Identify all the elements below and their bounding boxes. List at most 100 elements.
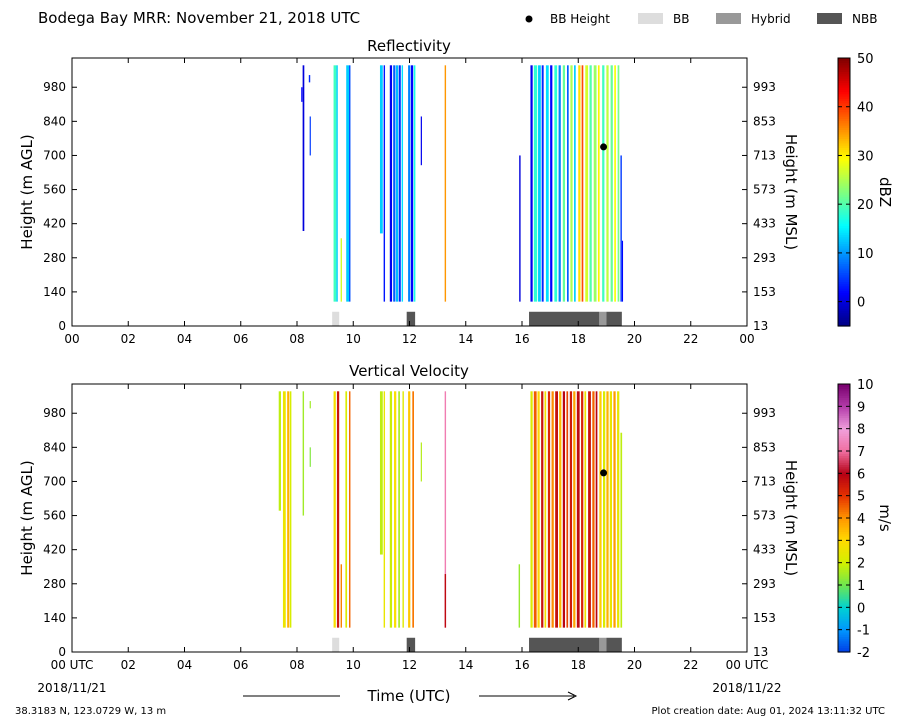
data-streak — [336, 391, 340, 628]
colorbar-segment — [838, 607, 850, 611]
colorbar-segment — [838, 643, 850, 646]
data-streak — [379, 65, 383, 234]
data-streak — [309, 447, 311, 467]
colorbar-segment — [838, 549, 850, 553]
y-tick-label: 140 — [43, 611, 66, 625]
colorbar-segment — [838, 279, 850, 282]
colorbar-segment — [838, 551, 850, 555]
colorbar-segment — [838, 437, 850, 441]
colorbar-segment — [838, 102, 850, 106]
data-streak — [345, 391, 348, 628]
data-streak — [573, 391, 576, 628]
colorbar-segment — [838, 75, 850, 79]
colorbar-tick-label: 0 — [857, 601, 865, 616]
x-tick-label: 16 — [514, 658, 529, 672]
colorbar-segment — [838, 562, 850, 566]
data-streak — [413, 65, 416, 302]
colorbar-segment — [838, 444, 850, 448]
colorbar-segment — [838, 234, 850, 238]
y-tick-label-right: 713 — [753, 148, 776, 162]
colorbar-segment — [838, 410, 850, 414]
bb-class-bar — [599, 637, 607, 652]
colorbar-tick-label: 9 — [857, 400, 865, 415]
colorbar-segment — [838, 384, 850, 387]
data-streak — [530, 391, 533, 628]
data-streak — [412, 391, 414, 628]
data-streak — [340, 238, 342, 302]
x-tick-label: 02 — [121, 658, 136, 672]
colorbar-segment — [838, 616, 850, 620]
colorbar-segment — [838, 256, 850, 260]
x-tick-label: 22 — [683, 658, 698, 672]
data-streak — [570, 65, 573, 302]
data-streak — [408, 391, 411, 628]
data-streak — [398, 391, 400, 628]
colorbar-segment — [838, 267, 850, 271]
x-tick-label: 14 — [458, 332, 473, 346]
colorbar-segment — [838, 589, 850, 593]
y-tick-label: 700 — [43, 148, 66, 162]
colorbar-segment — [838, 567, 850, 570]
colorbar-segment — [838, 189, 850, 193]
y-tick-label-right: 853 — [753, 440, 776, 454]
data-streak — [346, 65, 350, 302]
colorbar-segment — [838, 417, 850, 421]
colorbar-segment — [838, 109, 850, 113]
colorbar-segment — [838, 634, 850, 637]
legend: BB Height BB Hybrid NBB — [525, 12, 877, 26]
colorbar-segment — [838, 419, 850, 423]
colorbar-segment — [838, 578, 850, 582]
data-streak — [533, 65, 538, 302]
colorbar-segment — [838, 288, 850, 291]
x-tick-label: 14 — [458, 658, 473, 672]
colorbar-segment — [838, 439, 850, 443]
colorbar-segment — [838, 58, 850, 61]
data-streak — [278, 391, 281, 511]
colorbar-segment — [838, 236, 850, 240]
colorbar-segment — [838, 111, 850, 115]
colorbar-segment — [838, 274, 850, 278]
colorbar-segment — [838, 542, 850, 546]
colorbar-segment — [838, 451, 850, 454]
data-streak — [592, 391, 595, 628]
colorbar-tick-label: 6 — [857, 467, 865, 482]
colorbar-segment — [838, 640, 850, 644]
colorbar-segment — [838, 93, 850, 97]
data-streak — [617, 65, 620, 302]
colorbar-tick-label: 7 — [857, 445, 865, 460]
y-tick-label: 980 — [43, 406, 66, 420]
data-streak — [620, 155, 622, 302]
colorbar-segment — [838, 196, 850, 200]
colorbar-segment — [838, 535, 850, 539]
data-streak — [389, 391, 393, 628]
colorbar-segment — [838, 614, 850, 617]
y-tick-label-right: 13 — [753, 319, 768, 333]
y-tick-label-right: 853 — [753, 114, 776, 128]
reflectivity-colorbar-label: dBZ — [876, 177, 894, 207]
data-streak — [562, 65, 566, 302]
data-streak — [340, 564, 342, 628]
colorbar-segment — [838, 60, 850, 64]
data-streak — [309, 116, 311, 156]
colorbar-segment — [838, 564, 850, 568]
colorbar-segment — [838, 520, 850, 524]
data-streak — [379, 391, 383, 555]
colorbar-segment — [838, 609, 850, 613]
colorbar-segment — [838, 502, 850, 506]
y-tick-label-right: 293 — [753, 251, 776, 265]
bb-class-bar — [606, 311, 622, 326]
colorbar-segment — [838, 104, 850, 108]
colorbar-segment — [838, 165, 850, 169]
colorbar-segment — [838, 194, 850, 198]
colorbar-segment — [838, 522, 850, 526]
colorbar-segment — [838, 538, 850, 541]
data-streak — [547, 391, 551, 628]
legend-bb-height-label: BB Height — [550, 12, 610, 26]
colorbar-segment — [838, 392, 850, 396]
data-streak — [544, 391, 547, 628]
data-streak — [574, 65, 576, 302]
creation-date-label: Plot creation date: Aug 01, 2024 13:11:3… — [652, 706, 885, 717]
colorbar-segment — [838, 558, 850, 562]
data-streak — [333, 65, 337, 302]
